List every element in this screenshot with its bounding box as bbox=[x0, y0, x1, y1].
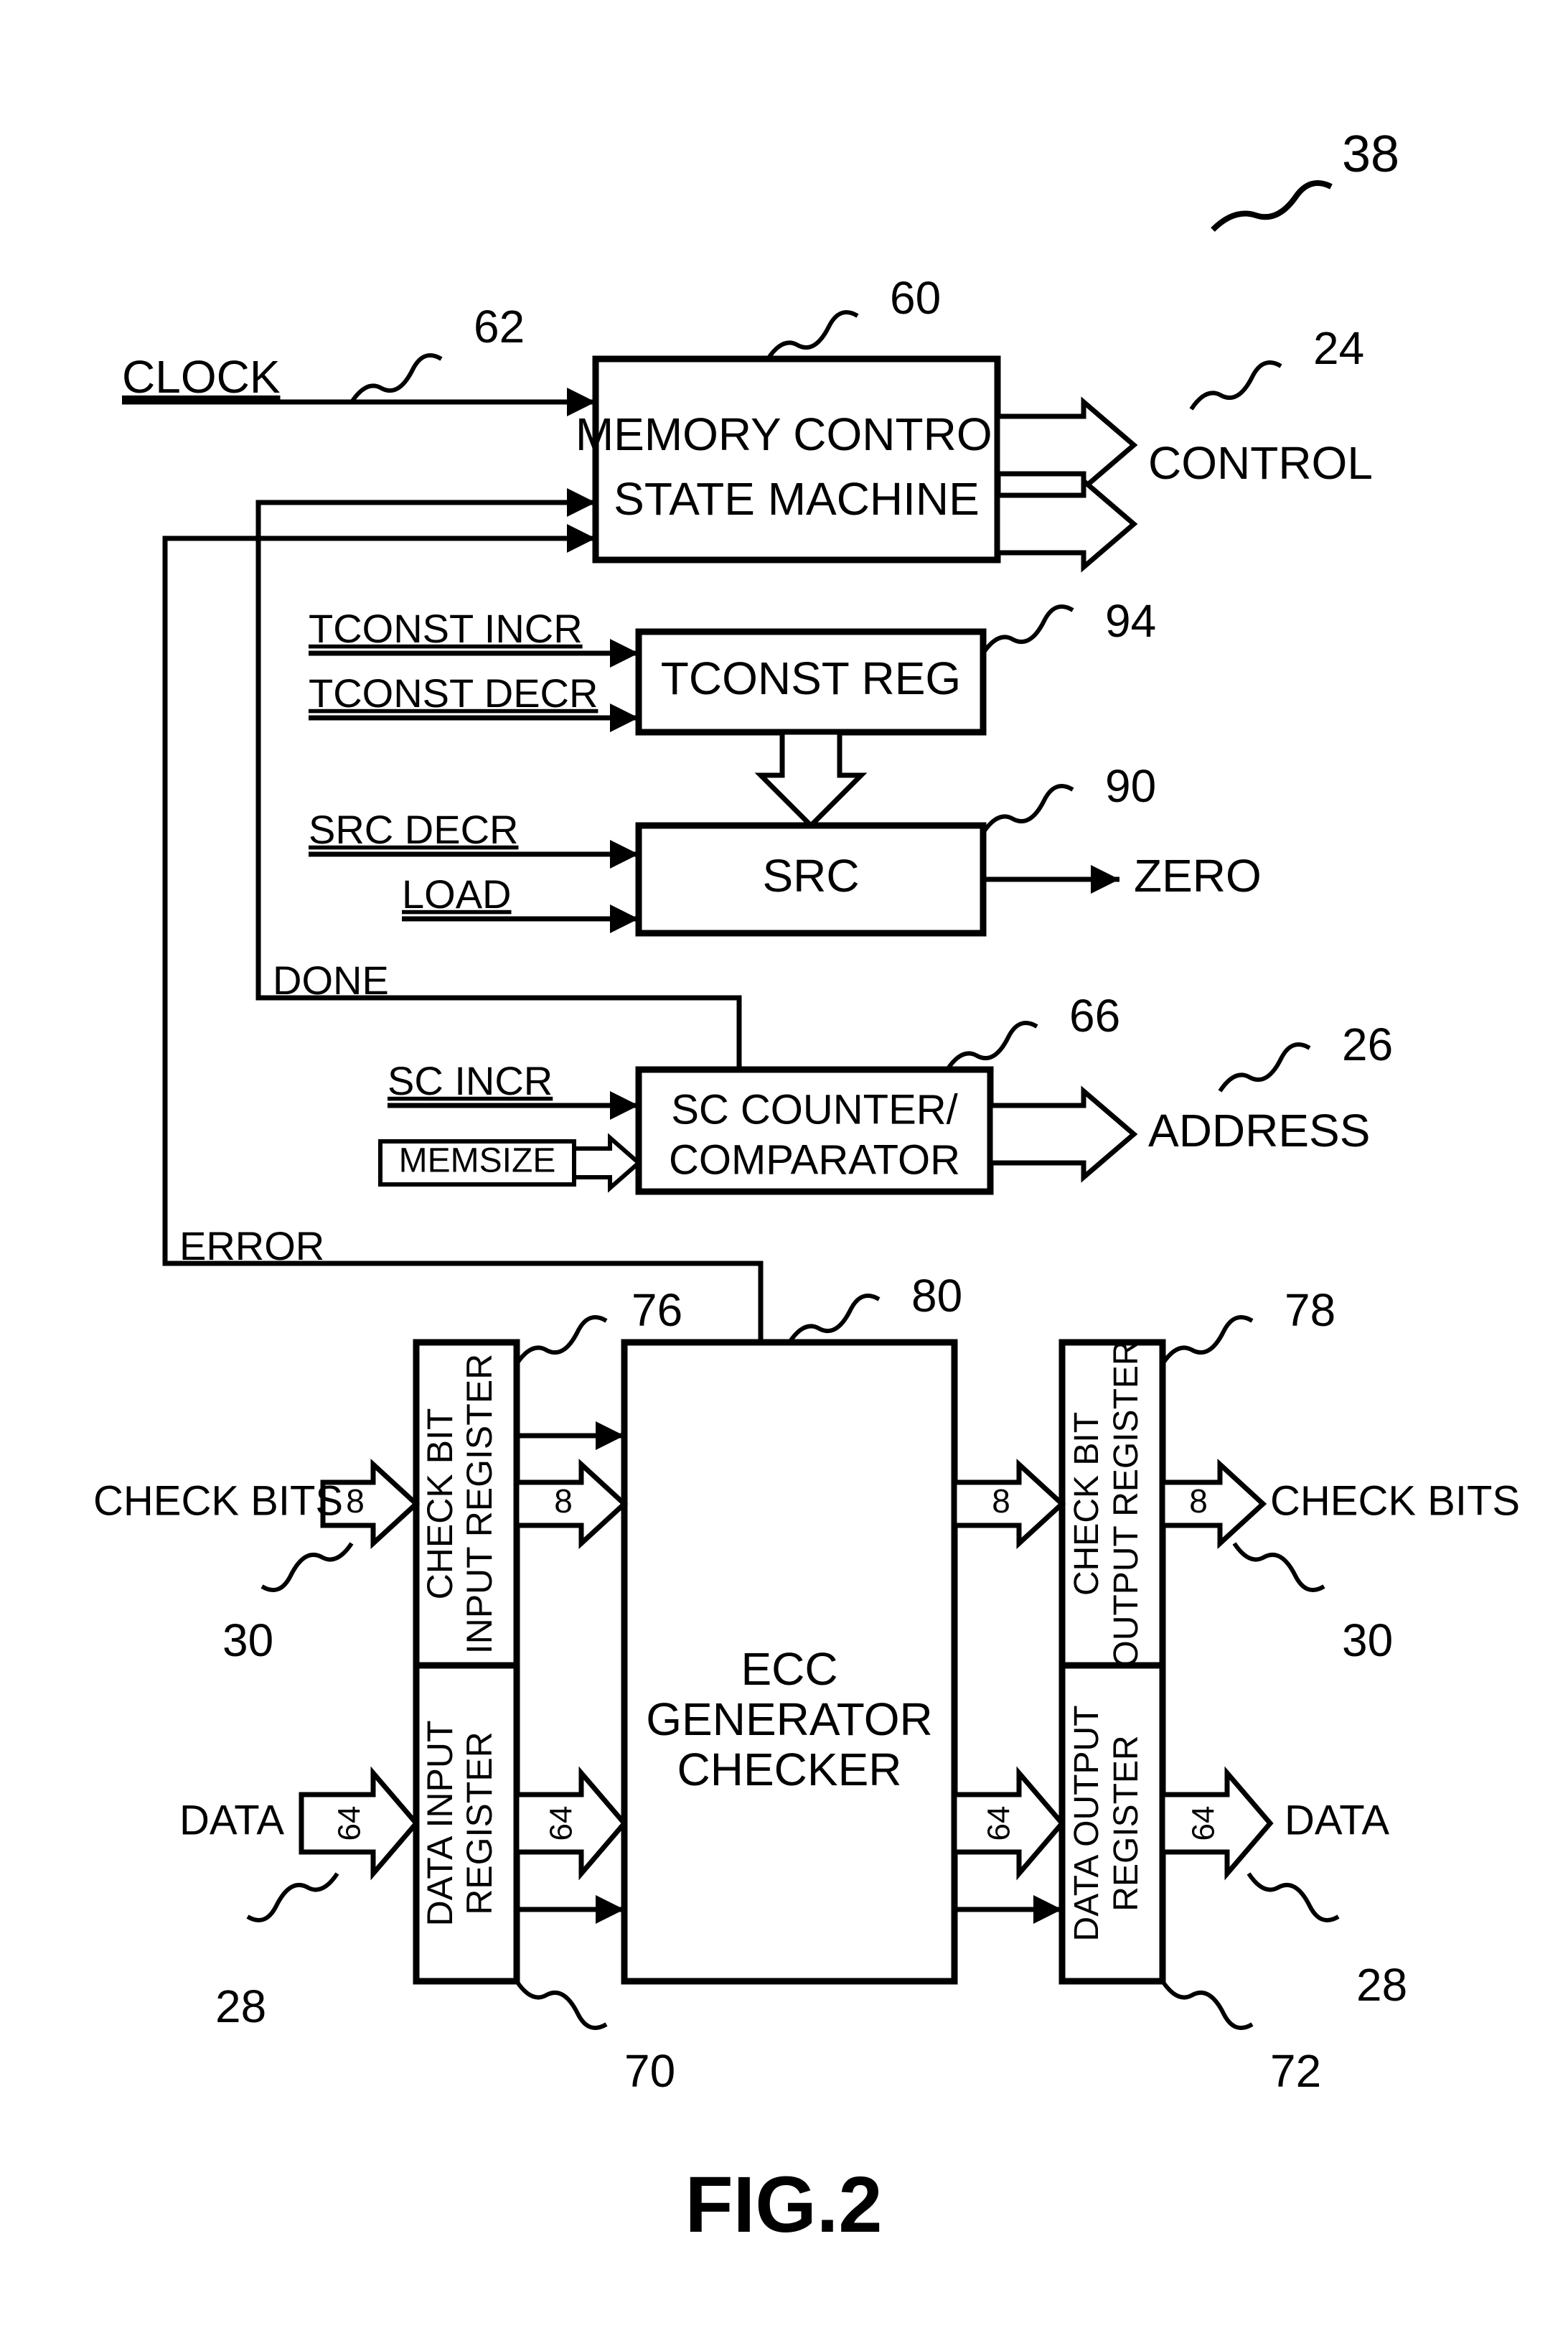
control-output: CONTROL 24 bbox=[997, 322, 1373, 567]
ref-62: 62 bbox=[352, 301, 525, 402]
done-label: DONE bbox=[273, 958, 389, 1003]
ref-28-out: 28 bbox=[1249, 1874, 1407, 2011]
memory-control-line1: MEMORY CONTROL bbox=[576, 408, 1018, 460]
checkbits-out-label: CHECK BITS bbox=[1270, 1477, 1520, 1524]
address-arrow bbox=[990, 1091, 1134, 1177]
ref-60: 60 bbox=[768, 272, 941, 359]
svg-text:8: 8 bbox=[1189, 1482, 1208, 1520]
src-label: SRC bbox=[762, 850, 859, 902]
sc-counter-line2: COMPARATOR bbox=[669, 1136, 960, 1183]
ref-28-in: 28 bbox=[215, 1874, 337, 2032]
tconst-to-src-arrow bbox=[761, 732, 861, 826]
data-out-label: DATA bbox=[1285, 1797, 1389, 1843]
svg-text:30: 30 bbox=[1342, 1614, 1393, 1666]
data-in-line1: DATA INPUT bbox=[420, 1720, 460, 1926]
svg-text:64: 64 bbox=[1186, 1806, 1221, 1841]
ecc-line2: GENERATOR bbox=[646, 1693, 932, 1745]
load-label: LOAD bbox=[402, 871, 512, 917]
data-in-label: DATA bbox=[179, 1797, 284, 1843]
svg-text:8: 8 bbox=[992, 1482, 1010, 1520]
svg-text:24: 24 bbox=[1313, 322, 1364, 374]
svg-text:76: 76 bbox=[632, 1284, 682, 1336]
clock-label: CLOCK bbox=[122, 351, 281, 403]
ref-66: 66 bbox=[947, 990, 1120, 1070]
check-in-line2: INPUT REGISTER bbox=[459, 1354, 499, 1655]
svg-text:66: 66 bbox=[1069, 990, 1120, 1042]
svg-text:94: 94 bbox=[1105, 595, 1156, 647]
address-label: ADDRESS bbox=[1148, 1105, 1370, 1156]
checkbits-in-label: CHECK BITS bbox=[93, 1477, 343, 1524]
ref-38: 38 bbox=[1213, 126, 1399, 230]
src-decr-label: SRC DECR bbox=[309, 807, 518, 852]
ecc-line3: CHECKER bbox=[677, 1744, 902, 1795]
ref-38-text: 38 bbox=[1342, 126, 1399, 183]
check-out-line2: OUTPUT REGISTER bbox=[1107, 1340, 1145, 1667]
svg-text:78: 78 bbox=[1285, 1284, 1335, 1336]
error-label: ERROR bbox=[179, 1223, 324, 1268]
svg-text:30: 30 bbox=[222, 1614, 273, 1666]
svg-text:28: 28 bbox=[215, 1981, 266, 2032]
svg-text:62: 62 bbox=[474, 301, 525, 352]
svg-text:64: 64 bbox=[982, 1806, 1017, 1841]
data-in-line2: REGISTER bbox=[459, 1731, 499, 1915]
ecc-line1: ECC bbox=[741, 1643, 837, 1695]
svg-text:8: 8 bbox=[346, 1482, 365, 1520]
svg-text:90: 90 bbox=[1105, 760, 1156, 812]
svg-text:64: 64 bbox=[544, 1806, 579, 1841]
ref-94: 94 bbox=[983, 595, 1156, 653]
svg-text:64: 64 bbox=[332, 1806, 367, 1841]
diagram-root: 38 MEMORY CONTROL STATE MACHINE 60 CLOCK… bbox=[0, 0, 1568, 2338]
svg-text:70: 70 bbox=[624, 2045, 675, 2097]
figure-label: FIG.2 bbox=[685, 2161, 882, 2249]
sc-incr-label: SC INCR bbox=[388, 1058, 553, 1103]
control-label: CONTROL bbox=[1148, 437, 1373, 489]
sc-counter-line1: SC COUNTER/ bbox=[671, 1086, 958, 1133]
data-out-line2: REGISTER bbox=[1107, 1735, 1145, 1911]
check-out-line1: CHECK BIT bbox=[1068, 1412, 1106, 1596]
svg-text:80: 80 bbox=[911, 1270, 962, 1322]
svg-text:26: 26 bbox=[1342, 1019, 1393, 1070]
zero-label: ZERO bbox=[1134, 850, 1262, 902]
ref-72: 72 bbox=[1163, 1981, 1321, 2097]
tconst-reg-label: TCONST REG bbox=[661, 653, 961, 704]
svg-text:28: 28 bbox=[1356, 1959, 1407, 2011]
svg-text:60: 60 bbox=[890, 272, 941, 324]
memory-control-line2: STATE MACHINE bbox=[614, 473, 980, 525]
check-in-line1: CHECK BIT bbox=[420, 1408, 460, 1600]
ref-90: 90 bbox=[983, 760, 1156, 833]
ref-78: 78 bbox=[1163, 1284, 1335, 1364]
svg-text:8: 8 bbox=[554, 1482, 573, 1520]
ref-30-in: 30 bbox=[222, 1543, 352, 1666]
svg-text:72: 72 bbox=[1270, 2045, 1321, 2097]
ref-70: 70 bbox=[517, 1981, 675, 2097]
ref-26: 26 bbox=[1220, 1019, 1393, 1091]
memsize-label: MEMSIZE bbox=[399, 1142, 556, 1180]
ref-30-out: 30 bbox=[1234, 1543, 1393, 1666]
tconst-incr-label: TCONST INCR bbox=[309, 606, 583, 651]
data-out-line1: DATA OUTPUT bbox=[1068, 1706, 1106, 1942]
ref-24: 24 bbox=[1191, 322, 1364, 409]
tconst-decr-label: TCONST DECR bbox=[309, 670, 598, 716]
ref-80: 80 bbox=[789, 1270, 962, 1342]
